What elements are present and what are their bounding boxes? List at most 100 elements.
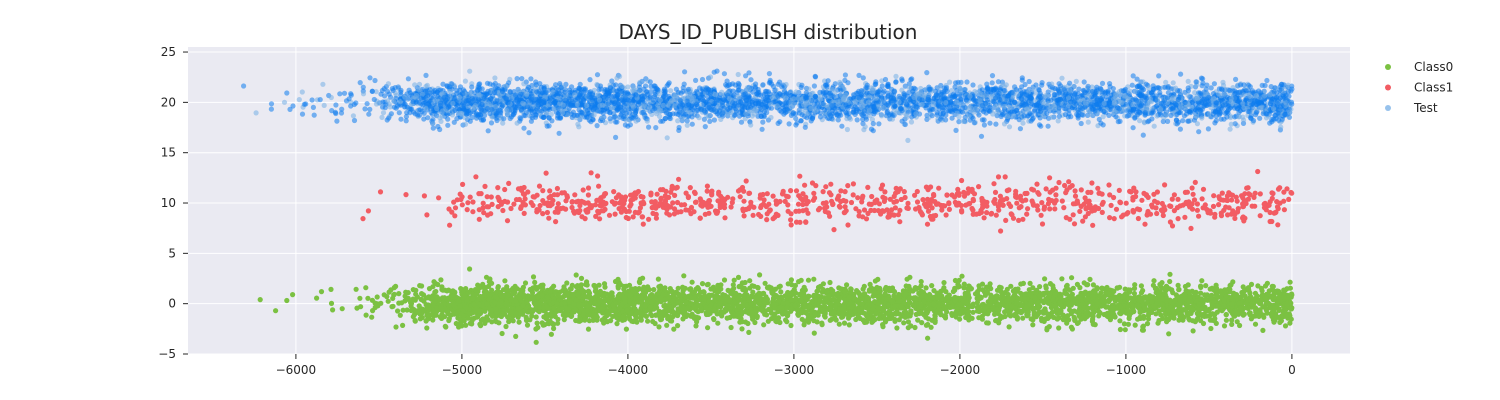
data-point [1027,280,1033,286]
data-point [1069,275,1075,281]
data-point [774,294,781,300]
data-point [1009,303,1015,310]
data-point [955,186,961,192]
data-point [601,281,608,287]
data-point [766,208,772,214]
data-point [925,335,931,341]
data-point [1216,202,1222,208]
data-point [924,221,931,227]
data-point [636,209,642,215]
data-point [956,192,962,198]
data-point [1261,201,1267,207]
data-point [652,199,658,205]
data-point [1106,291,1112,297]
data-point [470,209,476,215]
data-point [1149,299,1155,305]
data-point [772,305,778,311]
data-point [284,297,290,304]
data-point [712,287,719,293]
data-point [728,204,734,210]
data-point [970,309,976,315]
data-point [658,195,664,201]
data-point [1030,322,1036,328]
data-point [1171,208,1177,214]
data-point [658,295,664,301]
data-point [521,184,527,191]
data-point [1254,293,1260,299]
data-points [241,68,1295,345]
data-point [657,311,663,317]
data-point [886,308,892,315]
data-point [819,320,825,326]
data-point [1042,276,1048,282]
data-point [1198,290,1204,296]
data-point [1125,304,1131,310]
data-point [764,217,770,223]
data-point [1088,189,1094,195]
data-point [886,294,892,301]
data-point [929,216,935,222]
data-point [489,313,496,319]
data-point [560,312,566,318]
data-point [967,286,973,292]
data-point [1219,292,1225,298]
data-point [825,299,831,305]
data-point [412,317,418,324]
data-point [545,200,551,206]
data-point [611,189,617,195]
data-point [585,192,592,198]
data-point [683,299,689,306]
data-point [1269,218,1275,225]
data-point [1091,288,1097,294]
data-point [970,303,976,309]
data-point [504,287,510,293]
data-point [552,209,558,215]
data-point [687,185,693,191]
data-point [778,289,784,295]
data-point [369,314,375,320]
data-point [831,227,837,233]
data-point [476,296,482,302]
data-point [529,295,535,302]
data-point [1160,306,1166,312]
data-point [1060,317,1066,323]
data-point [460,313,467,319]
data-point [704,183,711,189]
data-point [811,292,817,298]
data-point [741,295,747,301]
data-point [599,306,606,312]
data-point [754,313,760,319]
data-point [630,318,636,325]
data-point [791,291,797,297]
data-point [911,303,917,309]
data-point [592,300,598,306]
data-point [894,325,900,331]
data-point [1076,294,1082,300]
data-point [459,202,465,208]
data-point [638,317,644,323]
data-point [506,180,512,186]
data-point [805,277,812,283]
data-point [1181,291,1188,297]
data-point [609,290,615,296]
data-point [1078,187,1084,193]
data-point [766,306,772,313]
data-point [522,280,529,286]
data-point [1112,296,1118,302]
data-point [430,284,436,290]
data-point [1036,310,1042,316]
data-point [952,298,958,304]
data-point [1219,190,1225,196]
data-point [796,208,802,214]
data-point [1137,315,1144,321]
data-point [848,199,855,206]
data-point [843,198,849,204]
data-point [1219,308,1225,314]
data-point [452,213,458,219]
data-point [802,304,808,310]
data-point [616,206,622,212]
data-point [1278,318,1284,324]
data-point [588,170,594,176]
data-point [878,186,884,192]
data-point [1057,300,1063,306]
